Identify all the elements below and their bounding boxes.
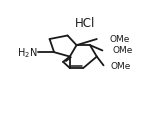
Text: H$_2$N: H$_2$N	[17, 46, 37, 60]
Text: OMe: OMe	[113, 46, 133, 55]
Text: OMe: OMe	[111, 61, 131, 70]
Text: OMe: OMe	[110, 35, 130, 44]
Text: HCl: HCl	[75, 17, 96, 30]
